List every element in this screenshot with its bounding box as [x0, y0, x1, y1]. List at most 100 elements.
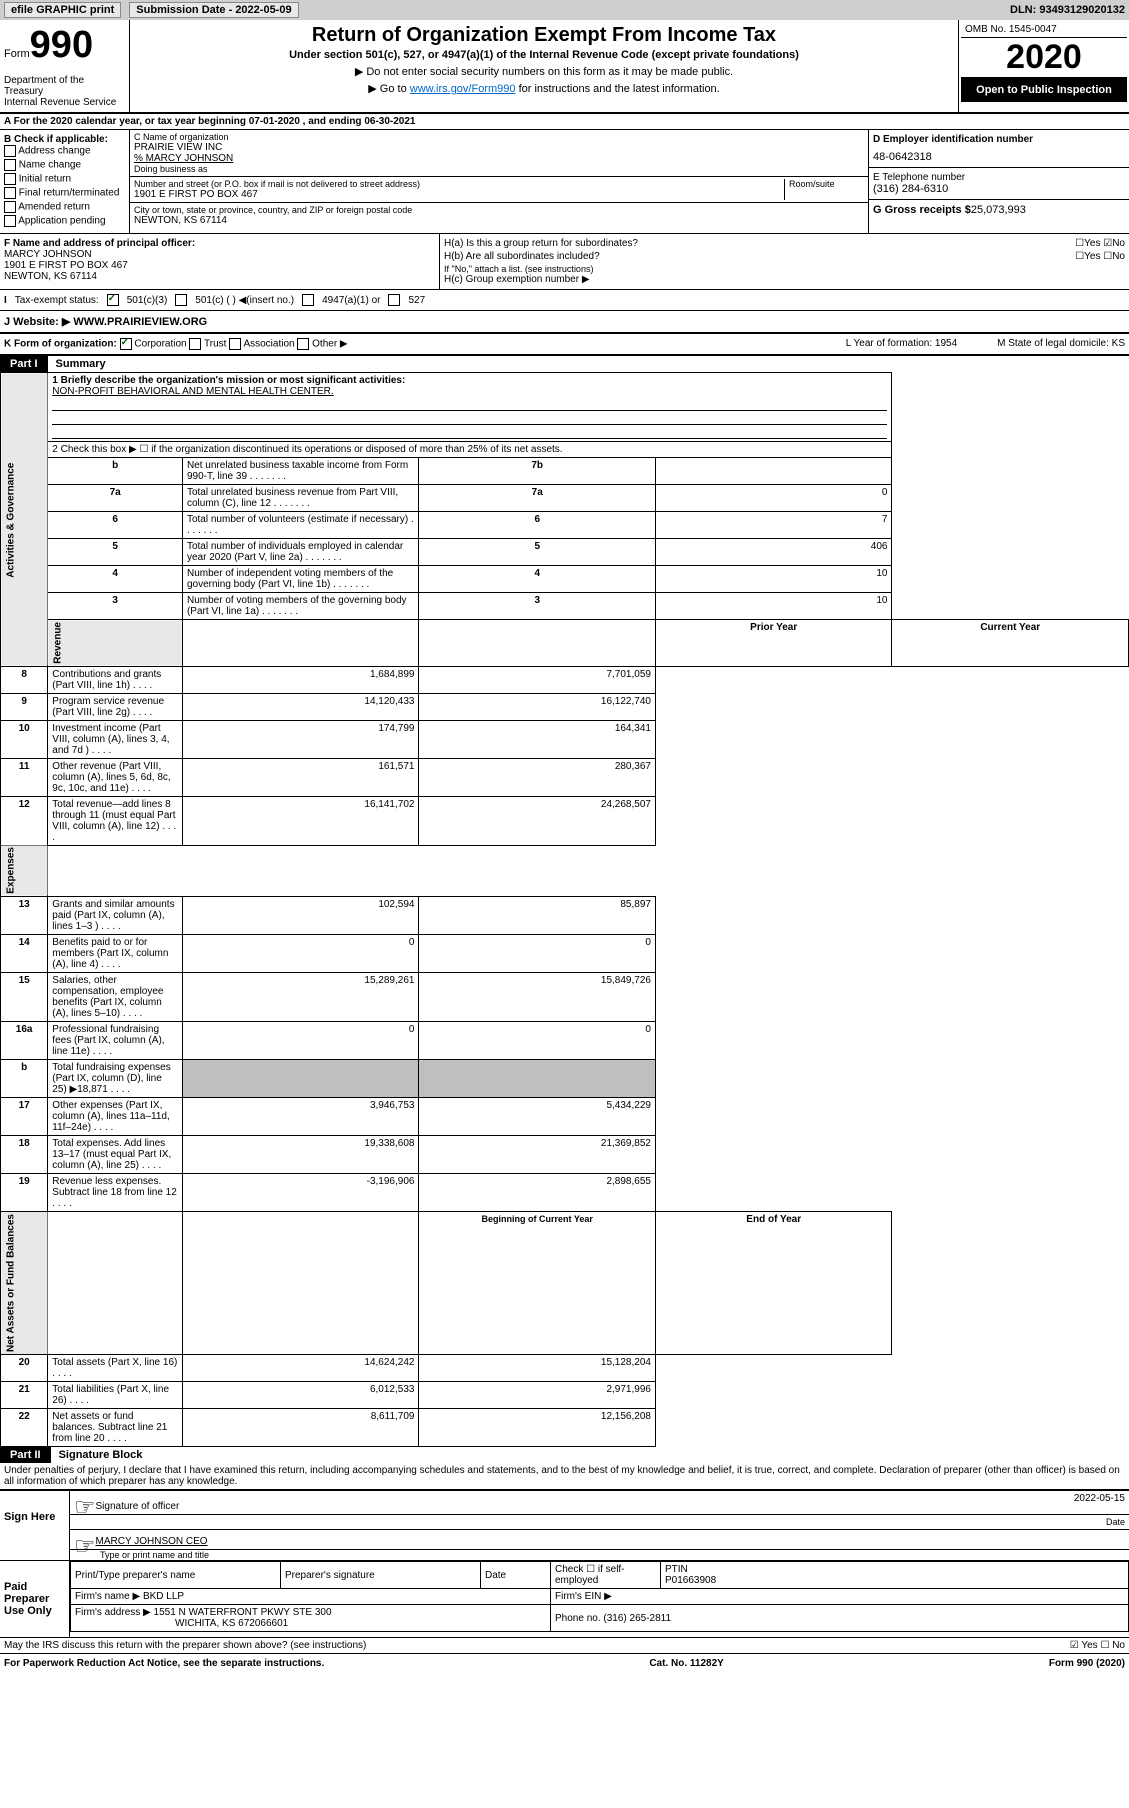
cb-trust[interactable]	[189, 338, 201, 350]
discuss-answer: ☑ Yes ☐ No	[1070, 1640, 1125, 1651]
firm-ein-label: Firm's EIN ▶	[551, 1589, 1129, 1605]
dept-treasury: Department of the Treasury Internal Reve…	[4, 75, 125, 108]
part2-tab: Part II	[0, 1447, 51, 1463]
cb-501c3[interactable]	[107, 294, 119, 306]
cb-final-return[interactable]: Final return/terminated	[4, 187, 125, 199]
opt-other: Other ▶	[312, 339, 347, 350]
firm-addr: 1551 N WATERFRONT PKWY STE 300	[154, 1607, 332, 1618]
sign-here: Sign Here	[0, 1491, 70, 1560]
hdr-end: End of Year	[655, 1212, 892, 1355]
opt-assoc: Association	[243, 339, 294, 350]
hdr-prior: Prior Year	[655, 620, 892, 667]
taxstatus-label: Tax-exempt status:	[15, 295, 99, 306]
footer-left: For Paperwork Reduction Act Notice, see …	[4, 1658, 324, 1669]
ha-answer: ☐Yes ☑No	[1075, 238, 1125, 249]
firm-city: WICHITA, KS 672066601	[175, 1618, 288, 1629]
section-k-org: K Form of organization: Corporation Trus…	[0, 334, 1129, 356]
irs-link[interactable]: www.irs.gov/Form990	[410, 83, 516, 95]
hb-label: H(b) Are all subordinates included?	[444, 251, 600, 262]
opt-4947: 4947(a)(1) or	[322, 295, 380, 306]
ha-label: H(a) Is this a group return for subordin…	[444, 238, 638, 249]
col-b-heading: B Check if applicable:	[4, 134, 125, 145]
hdr-beg: Beginning of Current Year	[419, 1212, 656, 1355]
dln: DLN: 93493129020132	[1010, 4, 1125, 16]
phone-label: E Telephone number	[873, 172, 1125, 183]
summary-table: Activities & Governance 1 Briefly descri…	[0, 372, 1129, 1447]
cb-application-pending[interactable]: Application pending	[4, 215, 125, 227]
firm-label: Firm's name ▶	[75, 1591, 140, 1602]
efile-header: efile GRAPHIC print Submission Date - 20…	[0, 0, 1129, 20]
discuss-label: May the IRS discuss this return with the…	[4, 1640, 366, 1651]
ssn-note: ▶ Do not enter social security numbers o…	[138, 65, 950, 78]
hb-note: If "No," attach a list. (see instruction…	[444, 264, 1125, 274]
cb-address-change[interactable]: Address change	[4, 145, 125, 157]
cb-501c[interactable]	[175, 294, 187, 306]
col-c-nameaddr: C Name of organization PRAIRIE VIEW INC …	[130, 130, 869, 233]
submission-date: Submission Date - 2022-05-09	[129, 2, 298, 18]
officer-label: F Name and address of principal officer:	[4, 238, 435, 249]
footer-catno: Cat. No. 11282Y	[649, 1658, 723, 1669]
website-value: WWW.PRAIRIEVIEW.ORG	[73, 316, 207, 328]
page-footer: For Paperwork Reduction Act Notice, see …	[0, 1653, 1129, 1673]
year-formation: L Year of formation: 1954	[846, 338, 957, 350]
form-header: Form990 Department of the Treasury Inter…	[0, 20, 1129, 114]
part2-title: Signature Block	[59, 1449, 143, 1461]
sig-date: 2022-05-15	[1074, 1493, 1125, 1512]
section-bcde: B Check if applicable: Address change Na…	[0, 130, 1129, 234]
efile-label[interactable]: efile GRAPHIC print	[4, 2, 121, 18]
date-label: Date	[1106, 1517, 1125, 1527]
hdr-curr: Current Year	[892, 620, 1129, 667]
officer-addr2: NEWTON, KS 67114	[4, 271, 435, 282]
state-domicile: M State of legal domicile: KS	[997, 338, 1125, 350]
part1-tab: Part I	[0, 356, 48, 372]
hc-label: H(c) Group exemption number ▶	[444, 274, 1125, 285]
org-name: PRAIRIE VIEW INC	[134, 142, 864, 153]
vtab-governance: Activities & Governance	[1, 373, 48, 667]
cb-name-change[interactable]: Name change	[4, 159, 125, 171]
cb-other[interactable]	[297, 338, 309, 350]
cb-527[interactable]	[388, 294, 400, 306]
col-b-checkboxes: B Check if applicable: Address change Na…	[0, 130, 130, 233]
addr-label: Number and street (or P.O. box if mail i…	[134, 179, 784, 189]
officer-addr1: 1901 E FIRST PO BOX 467	[4, 260, 435, 271]
firm-addr-label: Firm's address ▶	[75, 1607, 151, 1618]
line2-checkbox: 2 Check this box ▶ ☐ if the organization…	[48, 442, 892, 458]
ptin-value: P01663908	[665, 1575, 716, 1586]
col-deg: D Employer identification number 48-0642…	[869, 130, 1129, 233]
cb-initial-return[interactable]: Initial return	[4, 173, 125, 185]
signature-block: Sign Here ☞Signature of officer2022-05-1…	[0, 1489, 1129, 1653]
dba-label: Doing business as	[134, 164, 864, 174]
opt-501c3: 501(c)(3)	[127, 295, 168, 306]
firm-phone-label: Phone no.	[555, 1613, 601, 1624]
opt-501c: 501(c) ( ) ◀(insert no.)	[195, 295, 294, 306]
city-label: City or town, state or province, country…	[134, 205, 864, 215]
sig-officer-label: Signature of officer	[96, 1501, 180, 1512]
part1-header: Part I Summary	[0, 356, 1129, 372]
opt-trust: Trust	[204, 339, 226, 350]
form-label: Form	[4, 48, 30, 60]
ptin-label: PTIN	[665, 1564, 688, 1575]
cb-corp[interactable]	[120, 338, 132, 350]
opt-corp: Corporation	[134, 339, 186, 350]
penalty-text: Under penalties of perjury, I declare th…	[0, 1463, 1129, 1489]
care-of: % MARCY JOHNSON	[134, 153, 864, 164]
cb-assoc[interactable]	[229, 338, 241, 350]
room-label: Room/suite	[789, 179, 864, 189]
cb-4947[interactable]	[302, 294, 314, 306]
section-i-taxstatus: I Tax-exempt status: 501(c)(3) 501(c) ( …	[0, 290, 1129, 311]
firm-phone: (316) 265-2811	[603, 1613, 671, 1624]
section-fh: F Name and address of principal officer:…	[0, 234, 1129, 290]
prep-date-hdr: Date	[481, 1562, 551, 1589]
officer-name-title: MARCY JOHNSON CEO	[96, 1536, 208, 1547]
type-name-label: Type or print name and title	[70, 1550, 1129, 1560]
cb-amended[interactable]: Amended return	[4, 201, 125, 213]
goto-note: ▶ Go to www.irs.gov/Form990 for instruct…	[138, 82, 950, 95]
tax-year: 2020	[961, 38, 1127, 78]
firm-name: BKD LLP	[143, 1591, 184, 1602]
mission-label: 1 Briefly describe the organization's mi…	[52, 375, 405, 386]
city-state-zip: NEWTON, KS 67114	[134, 215, 864, 226]
preparer-table: Print/Type preparer's name Preparer's si…	[70, 1561, 1129, 1632]
gross-value: 25,073,993	[971, 204, 1026, 216]
korg-label: K Form of organization:	[4, 339, 117, 350]
website-label: J Website: ▶	[4, 316, 70, 328]
